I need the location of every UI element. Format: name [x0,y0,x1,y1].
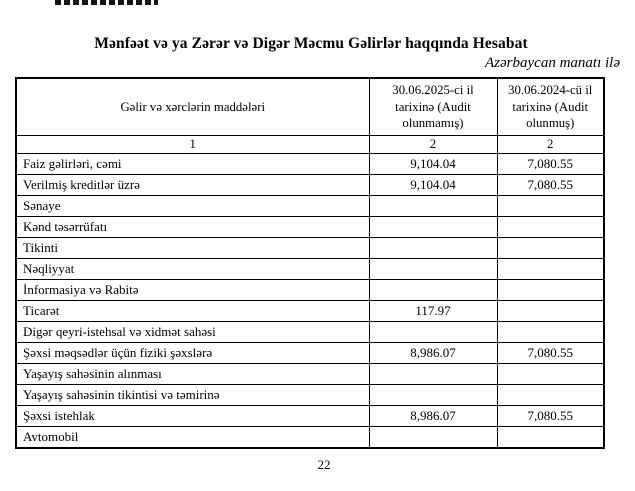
row-label: Ticarət [15,299,370,322]
table-row: Şəxsi istehlak 8,986.07 7,080.55 [15,404,605,427]
header-items-column: Gəlir və xərclərin maddələri [15,77,370,136]
income-statement-table: Gəlir və xərclərin maddələri 30.06.2025-… [15,77,605,449]
row-label: Avtomobil [15,425,370,449]
row-value-2024 [496,215,605,238]
row-label: Şəxsi məqsədlər üçün fiziki şəxslərə [15,341,370,364]
clipped-text-fragment [55,0,158,5]
table-row: Tikinti [15,236,605,259]
row-label: İnformasiya və Rabitə [15,278,370,301]
row-value-2025 [368,278,498,301]
table-row: Sənaye [15,194,605,217]
header-row: Gəlir və xərclərin maddələri 30.06.2025-… [15,77,605,136]
row-value-2024 [496,194,605,217]
row-label: Yaşayış sahəsinin tikintisi və təmirinə [15,383,370,406]
row-value-2025: 9,104.04 [368,173,498,196]
table-row: Nəqliyyat [15,257,605,280]
table-row: Yaşayış sahəsinin alınması [15,362,605,385]
table-header: Gəlir və xərclərin maddələri 30.06.2025-… [15,77,605,154]
row-value-2024: 7,080.55 [496,341,605,364]
table-row: Avtomobil [15,425,605,449]
row-value-2024: 7,080.55 [496,404,605,427]
header-index-2024: 2 [496,135,605,154]
header-index-row: 1 2 2 [15,135,605,154]
header-index-items: 1 [15,135,370,154]
table-body: Faiz gəlirləri, cəmi 9,104.04 7,080.55 V… [15,152,605,449]
row-value-2024 [496,299,605,322]
row-label: Kənd təsərrüfatı [15,215,370,238]
row-value-2025 [368,425,498,449]
row-value-2024 [496,425,605,449]
row-value-2024 [496,320,605,343]
row-value-2024 [496,257,605,280]
header-2024-column: 30.06.2024-cü il tarixinə (Audit olunmuş… [496,77,605,136]
row-label: Digər qeyri-istehsal və xidmət sahəsi [15,320,370,343]
row-value-2024: 7,080.55 [496,173,605,196]
row-label: Tikinti [15,236,370,259]
table-row: İnformasiya və Rabitə [15,278,605,301]
page-number: 22 [317,457,331,472]
page-title: Mənfəət və ya Zərər və Digər Məcmu Gəlir… [94,35,528,52]
table-row: Şəxsi məqsədlər üçün fiziki şəxslərə 8,9… [15,341,605,364]
row-value-2025 [368,362,498,385]
table-row: Ticarət 117.97 [15,299,605,322]
table-row: Yaşayış sahəsinin tikintisi və təmirinə [15,383,605,406]
table-row: Faiz gəlirləri, cəmi 9,104.04 7,080.55 [15,152,605,175]
row-value-2024: 7,080.55 [496,152,605,175]
row-label: Nəqliyyat [15,257,370,280]
row-label: Sənaye [15,194,370,217]
row-value-2025 [368,236,498,259]
row-value-2025 [368,320,498,343]
row-value-2025 [368,215,498,238]
row-value-2025: 9,104.04 [368,152,498,175]
header-2025-column: 30.06.2025-ci il tarixinə (Audit olunmam… [368,77,498,136]
table-row: Kənd təsərrüfatı [15,215,605,238]
row-value-2024 [496,236,605,259]
row-label: Faiz gəlirləri, cəmi [15,152,370,175]
row-value-2024 [496,362,605,385]
row-value-2024 [496,383,605,406]
row-label: Şəxsi istehlak [15,404,370,427]
row-value-2025 [368,257,498,280]
row-value-2025: 117.97 [368,299,498,322]
row-value-2024 [496,278,605,301]
header-index-2025: 2 [368,135,498,154]
table-row: Verilmiş kreditlər üzrə 9,104.04 7,080.5… [15,173,605,196]
table-row: Digər qeyri-istehsal və xidmət sahəsi [15,320,605,343]
currency-note: Azərbaycan manatı ilə [485,55,620,71]
row-value-2025 [368,383,498,406]
row-value-2025 [368,194,498,217]
row-value-2025: 8,986.07 [368,404,498,427]
row-value-2025: 8,986.07 [368,341,498,364]
row-label: Yaşayış sahəsinin alınması [15,362,370,385]
row-label: Verilmiş kreditlər üzrə [15,173,370,196]
